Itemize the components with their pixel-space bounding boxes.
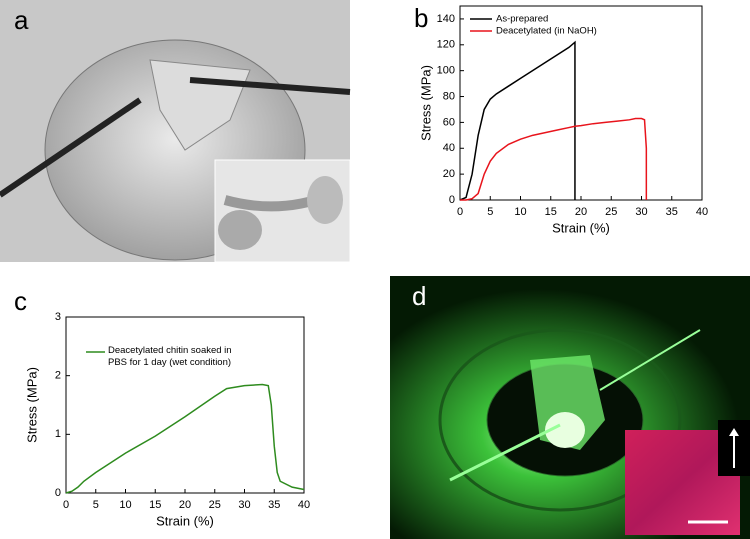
x-axis-label: Strain (%) [156, 513, 214, 528]
x-tick-label: 30 [635, 206, 647, 218]
legend-label: Deacetylated (in NaOH) [496, 26, 597, 37]
y-tick-label: 0 [449, 194, 455, 206]
y-tick-label: 20 [443, 168, 455, 180]
panel-label: d [412, 281, 426, 311]
x-tick-label: 0 [457, 206, 463, 218]
panel-label: a [14, 5, 29, 35]
x-axis-label: Strain (%) [552, 220, 610, 235]
x-tick-label: 5 [487, 206, 493, 218]
y-tick-label: 40 [443, 142, 455, 154]
x-tick-label: 5 [93, 499, 99, 511]
panel-label: c [14, 286, 27, 316]
data-line [65, 383, 305, 494]
data-line [459, 40, 576, 201]
x-tick-label: 30 [238, 499, 250, 511]
x-tick-label: 40 [298, 499, 310, 511]
photo-a [0, 0, 351, 263]
y-tick-label: 140 [437, 13, 455, 25]
x-tick-label: 25 [209, 499, 221, 511]
y-tick-label: 0 [55, 487, 61, 499]
legend-label: As-prepared [496, 14, 548, 25]
y-tick-label: 120 [437, 39, 455, 51]
y-tick-label: 1 [55, 428, 61, 440]
plot-frame [65, 316, 305, 494]
y-axis-label: Stress (MPa) [418, 65, 433, 141]
x-tick-label: 10 [119, 499, 131, 511]
x-tick-label: 35 [268, 499, 280, 511]
y-tick-label: 2 [55, 370, 61, 382]
x-tick-label: 25 [605, 206, 617, 218]
y-tick-label: 80 [443, 90, 455, 102]
x-tick-label: 20 [179, 499, 191, 511]
x-tick-label: 10 [514, 206, 526, 218]
y-axis-label: Stress (MPa) [24, 367, 39, 443]
y-tick-label: 60 [443, 116, 455, 128]
x-tick-label: 20 [575, 206, 587, 218]
x-tick-label: 0 [63, 499, 69, 511]
x-tick-label: 15 [545, 206, 557, 218]
legend-label: Deacetylated chitin soaked in PBS for 1 … [108, 345, 232, 368]
x-tick-label: 40 [696, 206, 708, 218]
photo-d [390, 276, 750, 539]
x-tick-label: 35 [666, 206, 678, 218]
x-tick-label: 15 [149, 499, 161, 511]
panel-label: b [414, 3, 428, 33]
legend-box: Deacetylated chitin soaked in PBS for 1 … [108, 345, 232, 368]
y-tick-label: 3 [55, 311, 61, 323]
y-tick-label: 100 [437, 65, 455, 77]
data-line [460, 117, 648, 201]
